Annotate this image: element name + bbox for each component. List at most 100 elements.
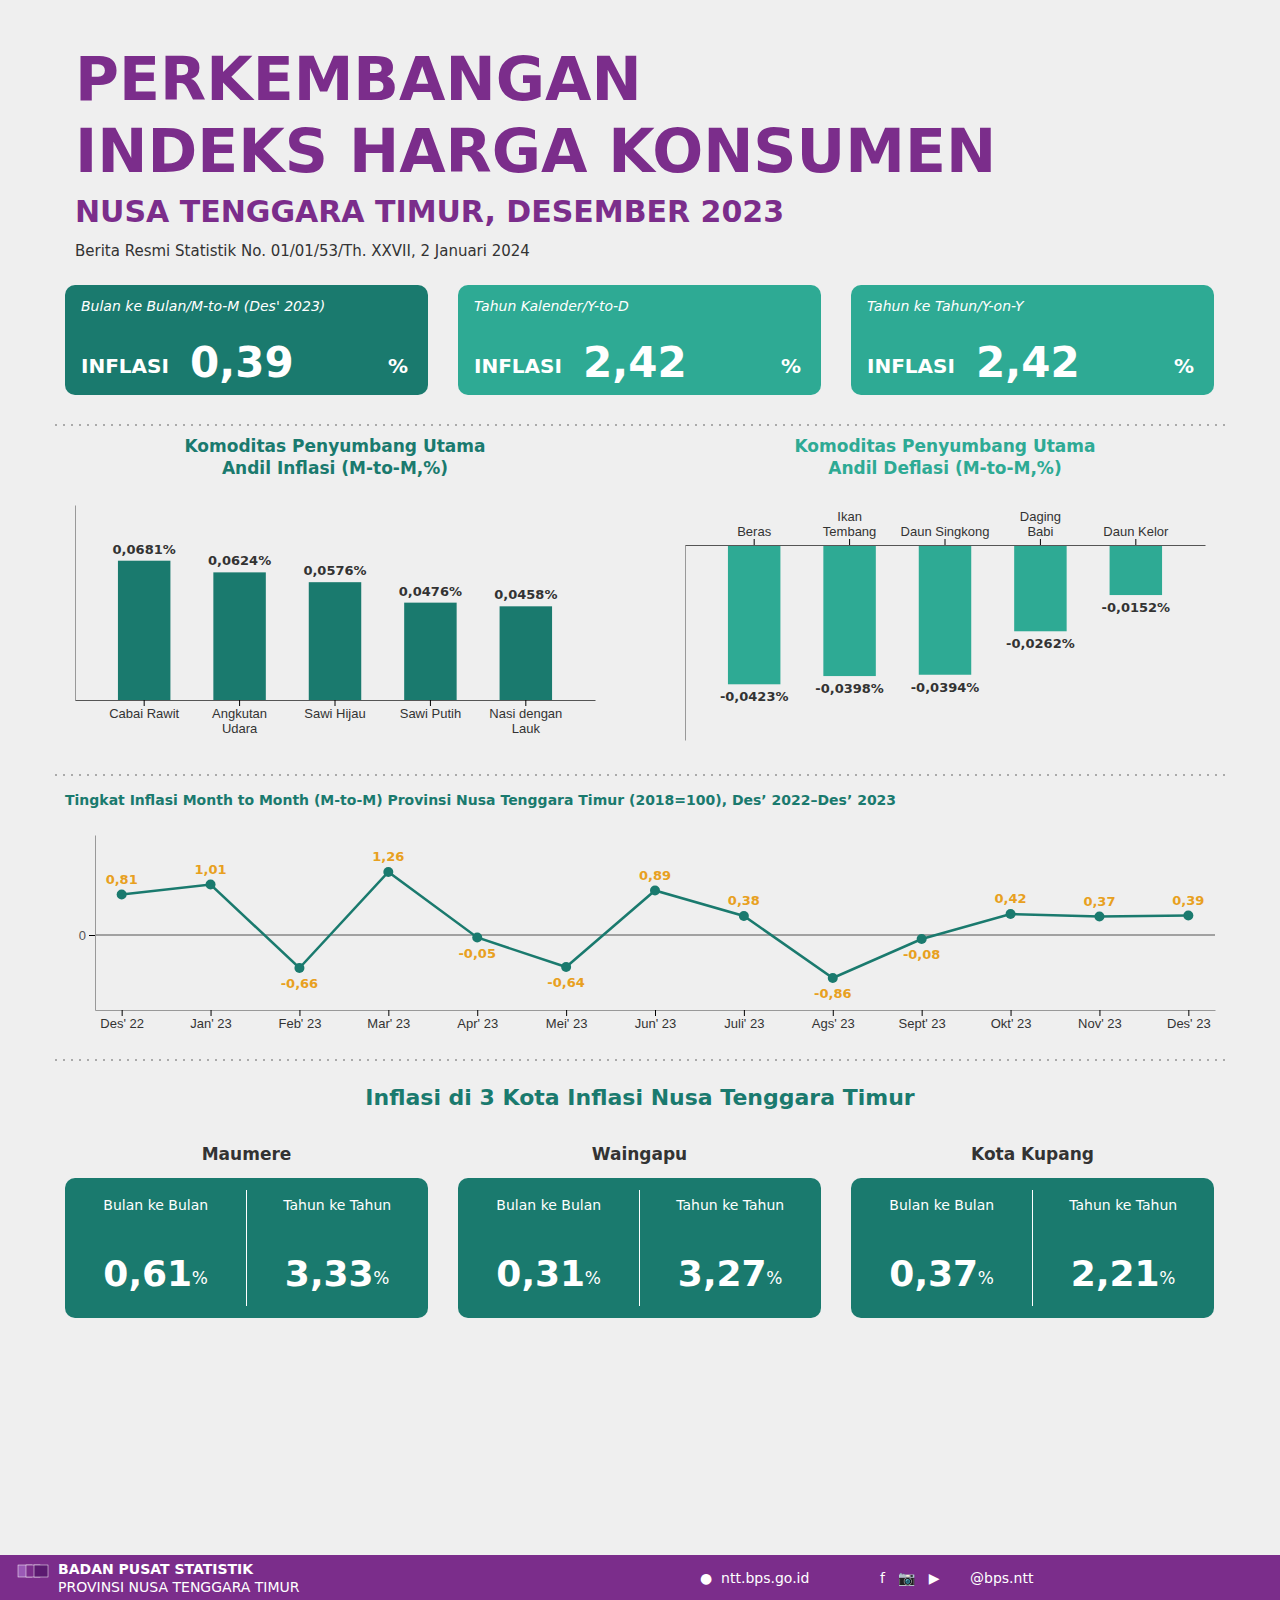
data-label: -0,05 <box>458 946 495 961</box>
tick-mark <box>239 700 240 706</box>
summary-box: Bulan ke Bulan/M-to-M (Des' 2023)INFLASI… <box>65 285 428 395</box>
line-chart: 0Des' 22Jan' 23Feb' 23Mar' 23Apr' 23Mei'… <box>79 836 1216 1032</box>
title: PERKEMBANGANINDEKS HARGA KONSUMEN <box>75 44 996 186</box>
summary-title: INFLASI <box>81 354 169 378</box>
data-label: 0,89 <box>639 868 671 883</box>
point <box>561 962 571 972</box>
city-measure: Bulan ke Bulan <box>889 1197 994 1213</box>
data-label: 0,39 <box>1172 893 1204 908</box>
chart-title: Tingkat Inflasi Month to Month (M-to-M) … <box>65 792 896 808</box>
summary-value: 0,39 <box>190 338 294 387</box>
tick: Feb' 23 <box>278 1010 321 1031</box>
text-line: Komoditas Penyumbang Utama <box>185 436 486 456</box>
bars <box>118 561 552 700</box>
tick-mark <box>430 700 431 706</box>
tick-label-line: Tembang <box>823 524 876 539</box>
city: MaumereBulan ke Bulan0,61%Tahun ke Tahun… <box>65 1144 428 1318</box>
tick-label: Nov' 23 <box>1078 1016 1122 1031</box>
tick-mark <box>388 1010 389 1016</box>
bar <box>1014 545 1066 631</box>
point <box>1183 911 1193 921</box>
summary-box-bg <box>851 285 1214 395</box>
line <box>122 872 1189 978</box>
bar-chart: BerasIkanTembangDaun SingkongDagingBabiD… <box>686 509 1206 740</box>
city-unit: % <box>373 1268 389 1288</box>
tick: Daun Kelor <box>1103 524 1169 545</box>
tick-mark <box>922 1010 923 1016</box>
data-label: -0,64 <box>547 975 584 990</box>
footer-text: f 📷 ▶ <box>880 1570 940 1587</box>
city-value: 0,31 <box>496 1253 585 1294</box>
data-label: -0,0423% <box>720 689 789 704</box>
tick-label: 0 <box>79 928 86 943</box>
footer-bg <box>0 1555 1280 1600</box>
tick-mark <box>655 1010 656 1016</box>
background <box>0 0 1280 1600</box>
bars <box>728 545 1162 684</box>
city-box <box>851 1178 1214 1318</box>
tick-mark <box>525 700 526 706</box>
tick-mark <box>1135 539 1136 545</box>
city-value: 0,37 <box>889 1253 978 1294</box>
tick-label: Jun' 23 <box>635 1016 677 1031</box>
tick-label-line: Babi <box>1027 524 1053 539</box>
city-measure: Tahun ke Tahun <box>675 1197 784 1213</box>
summary-unit: % <box>781 354 801 378</box>
axis-line <box>75 506 76 701</box>
tick: Nov' 23 <box>1078 1010 1122 1031</box>
subtitle: NUSA TENGGARA TIMUR, DESEMBER 2023 <box>75 194 784 229</box>
tick-label-line: Ikan <box>837 509 862 524</box>
tick-label: Sawi Putih <box>400 706 461 721</box>
tick-label-line: Cabai Rawit <box>109 706 179 721</box>
tick-mark <box>744 1010 745 1016</box>
summary-box-bg <box>65 285 428 395</box>
data-label: -0,0262% <box>1006 636 1075 651</box>
data-label: 0,0624% <box>208 553 271 568</box>
tick: Sept' 23 <box>899 1010 946 1031</box>
data-label: 1,01 <box>195 862 227 877</box>
tick: 0 <box>79 928 95 943</box>
bar <box>823 545 875 676</box>
bar-chart: Cabai RawitAngkutanUdaraSawi HijauSawi P… <box>76 506 596 737</box>
point <box>739 911 749 921</box>
tick-label: Cabai Rawit <box>109 706 179 721</box>
summary-unit: % <box>1174 354 1194 378</box>
point <box>383 867 393 877</box>
city-measure: Tahun ke Tahun <box>1068 1197 1177 1213</box>
point <box>1094 912 1104 922</box>
tick: Des' 22 <box>100 1010 144 1031</box>
data-label: 0,0458% <box>494 587 557 602</box>
city-name: Kota Kupang <box>971 1144 1094 1164</box>
data-label: -0,0152% <box>1102 600 1171 615</box>
city-name: Waingapu <box>592 1144 687 1164</box>
point <box>650 886 660 896</box>
summary-label: Tahun ke Tahun/Y-on-Y <box>867 298 1025 314</box>
city-unit: % <box>1159 1268 1175 1288</box>
tick: Beras <box>737 524 771 545</box>
tick-mark <box>299 1010 300 1016</box>
tick-label: Mar' 23 <box>367 1016 410 1031</box>
data-label: 0,0476% <box>399 584 462 599</box>
text-line: Andil Inflasi (M-to-M,%) <box>222 458 448 478</box>
summary-box: Tahun ke Tahun/Y-on-YINFLASI2,42% <box>851 285 1214 395</box>
bar <box>213 572 265 700</box>
y-axis: 0 <box>79 836 96 1011</box>
tick-mark <box>89 935 95 936</box>
tick: Cabai Rawit <box>109 700 179 721</box>
city-unit: % <box>192 1268 208 1288</box>
tick-label-line: Nasi dengan <box>489 706 562 721</box>
data-label: 0,81 <box>106 872 138 887</box>
data-label: 0,0681% <box>113 542 176 557</box>
data-label: -0,66 <box>281 976 318 991</box>
data-labels: 0,811,01-0,661,26-0,05-0,640,890,38-0,86… <box>106 849 1205 1001</box>
tick: Mar' 23 <box>367 1010 410 1031</box>
tick-label: Feb' 23 <box>278 1016 321 1031</box>
series <box>117 867 1194 983</box>
tick-label: Okt' 23 <box>991 1016 1032 1031</box>
axis-line <box>95 836 96 1011</box>
point <box>206 880 216 890</box>
tick-mark <box>1011 1010 1012 1016</box>
separator <box>55 774 1225 776</box>
tick-label: Ags' 23 <box>812 1016 855 1031</box>
tick-mark <box>1099 1010 1100 1016</box>
